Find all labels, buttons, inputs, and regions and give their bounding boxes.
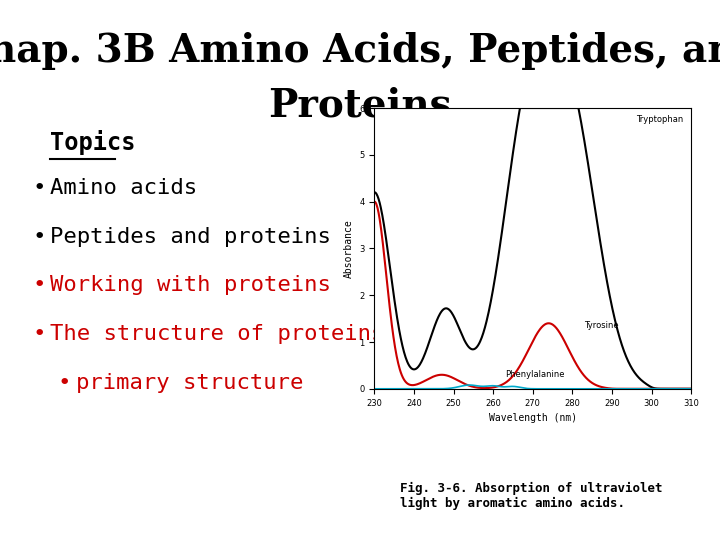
Text: Proteins: Proteins: [269, 86, 451, 124]
Y-axis label: Absorbance: Absorbance: [343, 219, 354, 278]
Text: Tyrosine: Tyrosine: [585, 321, 619, 330]
Text: •: •: [32, 324, 46, 344]
Text: •: •: [32, 275, 46, 295]
X-axis label: Wavelength (nm): Wavelength (nm): [489, 413, 577, 423]
Text: primary structure: primary structure: [76, 373, 303, 393]
Text: Amino acids: Amino acids: [50, 178, 197, 198]
Text: Chap. 3B Amino Acids, Peptides, and: Chap. 3B Amino Acids, Peptides, and: [0, 32, 720, 70]
Text: Phenylalanine: Phenylalanine: [505, 370, 564, 380]
Text: Peptides and proteins: Peptides and proteins: [50, 227, 331, 247]
Text: •: •: [58, 373, 71, 393]
Text: •: •: [32, 178, 46, 198]
Text: The structure of proteins:: The structure of proteins:: [50, 324, 398, 344]
Text: Tryptophan: Tryptophan: [636, 115, 683, 124]
Text: Working with proteins: Working with proteins: [50, 275, 331, 295]
Text: •: •: [32, 227, 46, 247]
Text: Topics: Topics: [50, 130, 136, 154]
Text: Fig. 3-6. Absorption of ultraviolet
light by aromatic amino acids.: Fig. 3-6. Absorption of ultraviolet ligh…: [400, 482, 662, 510]
